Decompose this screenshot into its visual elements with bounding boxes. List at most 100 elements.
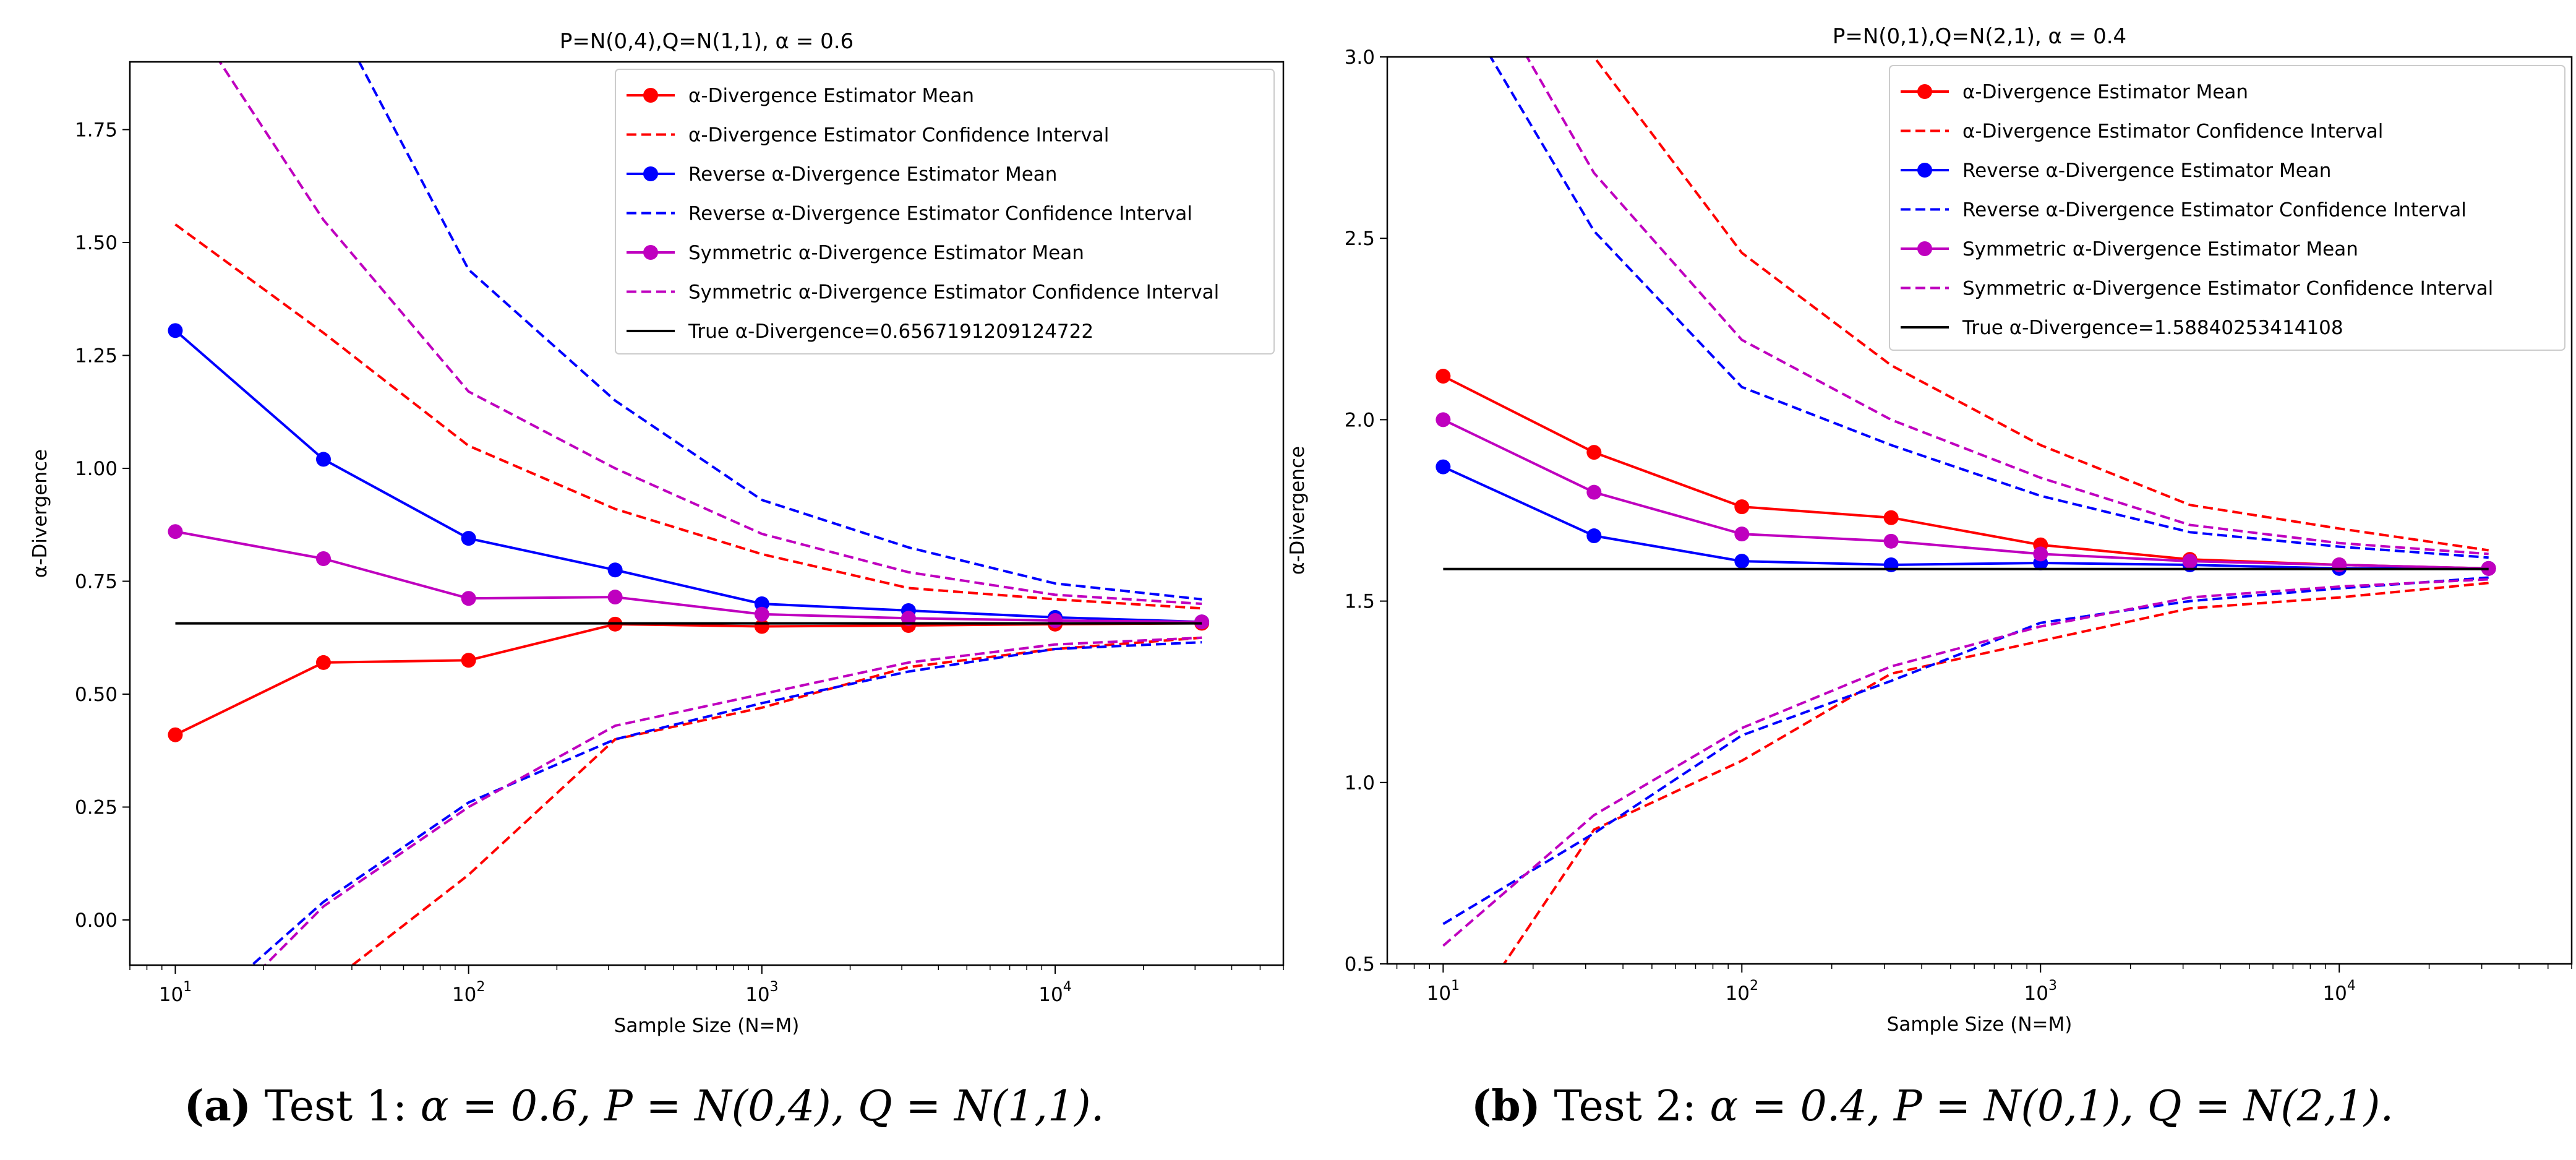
legend-marker: [643, 166, 658, 181]
caption-test-1: (a) Test 1: α = 0.6, P = N(0,4), Q = N(1…: [0, 1081, 1288, 1131]
series-marker: [1883, 533, 1899, 549]
chart-title: P=N(0,1),Q=N(2,1), α = 0.4: [1833, 24, 2126, 49]
series-marker: [2033, 546, 2048, 562]
y-axis-label: α-Divergence: [1288, 446, 1309, 575]
legend-marker: [643, 88, 658, 103]
x-tick-exponent: 1: [1451, 978, 1460, 994]
y-tick-label: 1.0: [1345, 772, 1375, 794]
series-marker: [168, 323, 183, 338]
series-line: [357, 62, 1202, 601]
x-tick-label: 102: [452, 979, 485, 1006]
y-tick-label: 1.75: [75, 119, 118, 142]
series-marker: [1734, 554, 1750, 569]
caption-tag: (a): [184, 1081, 252, 1131]
y-axis-label: α-Divergence: [29, 449, 51, 578]
caption-text: Test 2:: [1540, 1082, 1710, 1131]
series-marker: [461, 531, 476, 546]
chart-test-2: P=N(0,1),Q=N(2,1), α = 0.4 0.5 1.0 1.5 2.0 2.…: [1288, 24, 2573, 1036]
legend-label: Reverse α-Divergence Estimator Confidenc…: [688, 203, 1192, 225]
legend-label: True α-Divergence=1.58840253414108: [1962, 317, 2343, 339]
series-marker: [607, 562, 623, 578]
series-line: [175, 530, 1202, 624]
x-axis-label: Sample Size (N=M): [1887, 1013, 2073, 1036]
legend-label: True α-Divergence=0.6567191209124722: [688, 320, 1093, 343]
y-tick-label: 2.0: [1345, 409, 1375, 431]
series-line: [1525, 57, 2489, 556]
y-tick-label: 1.50: [75, 232, 118, 254]
chart-title: P=N(0,4),Q=N(1,1), α = 0.6: [560, 29, 854, 54]
legend-label: Symmetric α-Divergence Estimator Confide…: [688, 281, 1219, 304]
legend-label: α-Divergence Estimator Confidence Interv…: [688, 124, 1109, 147]
series-marker: [1436, 369, 1451, 384]
series-marker: [315, 655, 331, 670]
chart-test-1: P=N(0,4),Q=N(1,1), α = 0.6 0.00 0.25 0.50 0.…: [29, 29, 1285, 1037]
series-marker: [1586, 528, 1602, 544]
series-marker: [461, 653, 476, 668]
legend-label: Reverse α-Divergence Estimator Confidenc…: [1962, 199, 2467, 221]
x-tick-exponent: 2: [476, 979, 485, 995]
y-tick-label: 0.00: [75, 909, 118, 932]
x-tick-exponent: 3: [770, 979, 779, 995]
x-tick-label: 102: [1726, 978, 1758, 1005]
series-marker: [1436, 412, 1451, 427]
y-tick-label: 3.0: [1345, 46, 1375, 69]
series-line: [174, 223, 1202, 610]
y-tick-label: 2.5: [1345, 228, 1375, 250]
series-marker: [1586, 445, 1602, 460]
y-tick-label: 0.75: [75, 571, 118, 593]
x-axis-label: Sample Size (N=M): [614, 1015, 800, 1037]
x-tick-label: 104: [2322, 978, 2355, 1005]
legend-label: Reverse α-Divergence Estimator Mean: [1962, 160, 2331, 182]
series-group: [1436, 57, 2496, 964]
series-marker: [2182, 554, 2197, 569]
legend-marker: [643, 245, 658, 260]
x-tick-label: 101: [1427, 978, 1460, 1005]
x-tick-label: 103: [745, 979, 778, 1006]
y-tick-label: 1.00: [75, 458, 118, 480]
series-marker: [901, 611, 916, 626]
legend-box: [615, 69, 1275, 354]
legend-label: α-Divergence Estimator Mean: [688, 85, 974, 107]
series-marker: [315, 551, 331, 566]
legend-marker: [1917, 241, 1932, 256]
legend-label: α-Divergence Estimator Mean: [1962, 81, 2248, 103]
series-marker: [754, 606, 769, 622]
series-line: [263, 636, 1202, 965]
series-marker: [461, 591, 476, 606]
x-tick-exponent: 1: [183, 979, 192, 995]
series-line: [1593, 57, 2489, 552]
x-tick-exponent: 3: [2048, 978, 2057, 994]
series-marker: [315, 452, 331, 467]
caption-math: α = 0.6, P = N(0,4), Q = N(1,1).: [420, 1082, 1105, 1131]
series-marker: [607, 590, 623, 605]
series-marker: [754, 596, 769, 611]
x-tick-exponent: 4: [1063, 979, 1072, 995]
series-marker: [1883, 510, 1899, 525]
series-marker: [168, 524, 183, 539]
x-tick-exponent: 4: [2347, 978, 2356, 994]
caption-math: α = 0.4, P = N(0,1), Q = N(2,1).: [1709, 1082, 2394, 1131]
legend-marker: [1917, 163, 1932, 178]
series-marker: [1586, 484, 1602, 500]
legend-label: α-Divergence Estimator Confidence Interv…: [1962, 121, 2383, 143]
legend-box: [1889, 65, 2565, 351]
series-line: [174, 329, 1202, 624]
series-line: [250, 641, 1202, 965]
series-line: [1442, 418, 2489, 570]
legend-label: Reverse α-Divergence Estimator Mean: [688, 163, 1057, 186]
series-marker: [1048, 613, 1063, 629]
legend-label: Symmetric α-Divergence Estimator Mean: [688, 242, 1084, 264]
plot-frame: [1386, 56, 2573, 965]
y-tick-label: 0.50: [75, 684, 118, 706]
series-marker: [1734, 499, 1750, 515]
x-tick-label: 101: [159, 979, 192, 1006]
legend-marker: [1917, 84, 1932, 99]
y-tick-label: 1.25: [75, 345, 118, 367]
series-group: [168, 62, 1210, 965]
legend-label: Symmetric α-Divergence Estimator Confide…: [1962, 278, 2493, 300]
series-line: [1502, 582, 2489, 964]
y-tick-label: 0.25: [75, 797, 118, 819]
series-marker: [1436, 459, 1451, 475]
y-tick-label: 0.5: [1345, 953, 1375, 976]
